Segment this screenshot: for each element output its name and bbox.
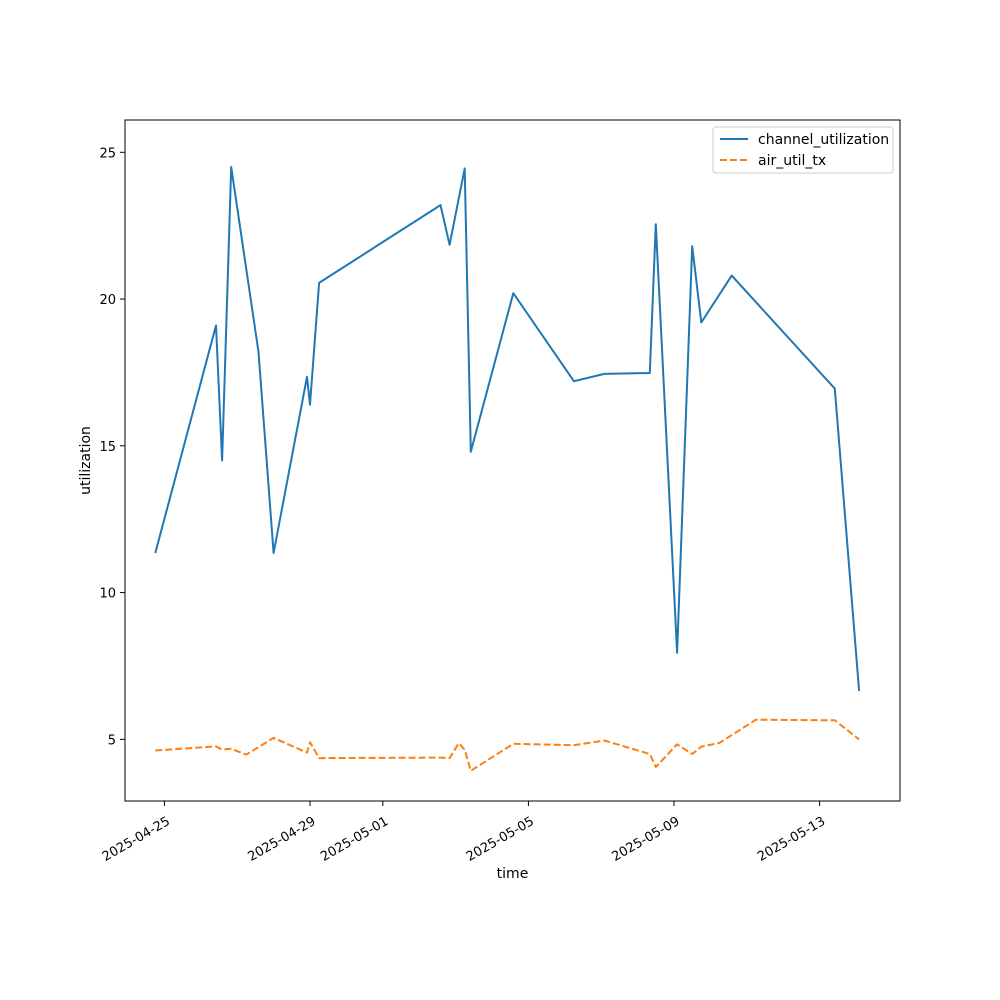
y-axis-ticks: 5 10 15 20 25 xyxy=(99,146,125,748)
x-tick-label: 2025-05-09 xyxy=(609,814,682,865)
series-layer xyxy=(154,166,861,772)
legend-box xyxy=(712,126,894,174)
legend: channel_utilization air_util_tx xyxy=(712,126,894,174)
x-axis-label: time xyxy=(497,866,529,882)
y-tick-label: 25 xyxy=(99,146,116,161)
y-tick-label: 20 xyxy=(99,293,116,308)
y-tick-label: 15 xyxy=(99,440,116,455)
legend-label-air-util-tx: air_util_tx xyxy=(758,153,826,169)
plot-frame xyxy=(124,119,901,802)
series-line-air-util-tx xyxy=(155,718,860,772)
y-tick-label: 10 xyxy=(99,587,116,602)
x-axis-ticks: 2025-04-25 2025-04-29 2025-05-01 2025-05-05… xyxy=(100,801,828,865)
legend-label-channel-utilization: channel_utilization xyxy=(758,132,889,148)
y-tick-label: 5 xyxy=(108,733,116,748)
series-line-channel-utilization xyxy=(154,166,861,691)
x-tick-label: 2025-05-13 xyxy=(755,814,828,865)
x-tick-label: 2025-04-25 xyxy=(100,814,173,865)
x-tick-label: 2025-05-05 xyxy=(464,814,537,865)
y-axis-label: utilization xyxy=(78,426,94,495)
x-tick-label: 2025-04-29 xyxy=(245,814,318,865)
x-tick-label: 2025-05-01 xyxy=(318,814,391,865)
